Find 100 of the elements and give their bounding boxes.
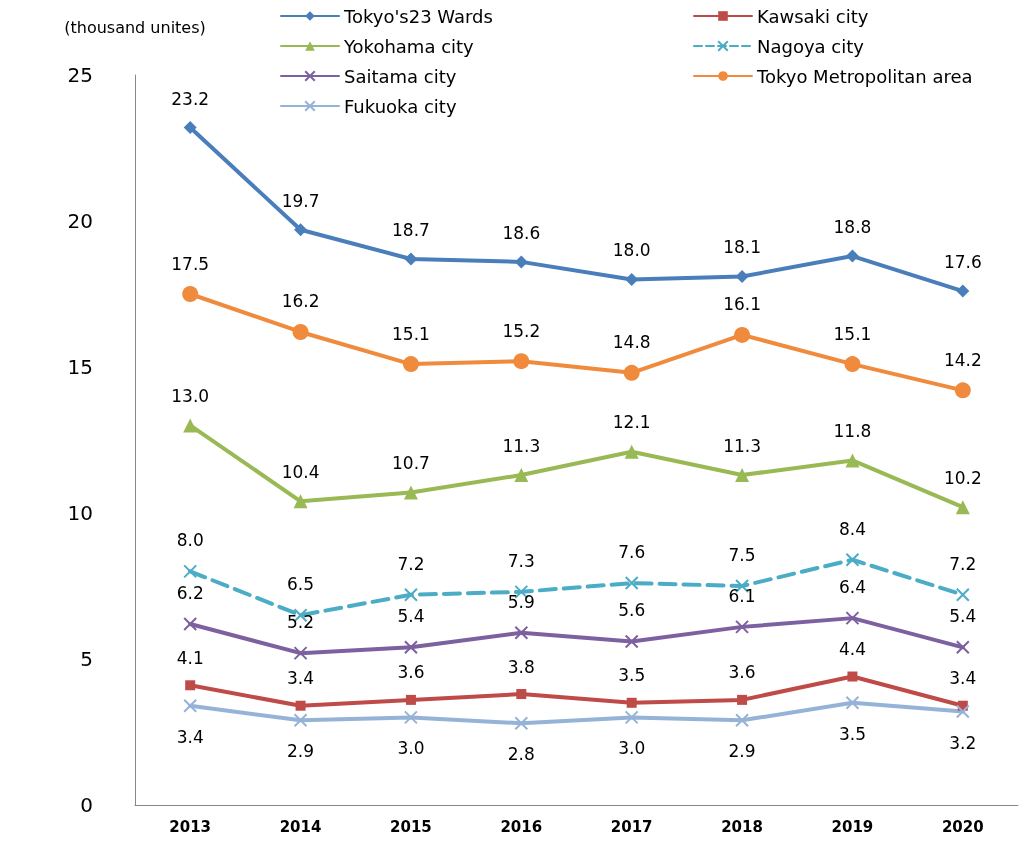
data-label: 3.5: [838, 723, 866, 744]
point: [292, 323, 309, 340]
data-label: 11.8: [833, 420, 872, 441]
point: [295, 700, 306, 711]
point: [735, 713, 750, 728]
point: [734, 326, 751, 343]
data-label: 18.1: [723, 237, 761, 258]
y-tick-label: 20: [67, 209, 93, 233]
point: [955, 500, 970, 515]
point: [845, 695, 860, 710]
point: [516, 689, 527, 700]
point: [625, 272, 639, 286]
data-label: 3.2: [949, 732, 977, 753]
data-label: 3.6: [397, 662, 425, 683]
point: [847, 671, 858, 682]
y-tick-label: 0: [80, 793, 93, 817]
data-label: 10.7: [392, 453, 430, 474]
point: [955, 587, 970, 602]
data-label: 6.5: [287, 574, 315, 595]
data-label: 3.8: [507, 656, 535, 677]
point: [955, 704, 970, 719]
point: [623, 364, 640, 381]
point: [513, 353, 530, 370]
data-label: 23.2: [171, 88, 210, 109]
data-label: 3.4: [287, 668, 315, 689]
point: [404, 252, 418, 266]
point: [626, 697, 637, 708]
data-label: 3.4: [949, 668, 977, 689]
data-label: 11.3: [502, 435, 541, 456]
point: [293, 713, 308, 728]
data-label: 17.5: [171, 253, 210, 274]
data-label: 2.9: [728, 741, 756, 762]
data-label: 18.6: [502, 222, 541, 243]
x-tick-label: 2015: [390, 817, 432, 836]
point: [403, 485, 418, 500]
data-label: 8.4: [838, 518, 866, 539]
data-label: 5.4: [949, 606, 977, 627]
data-label: 13.0: [171, 385, 210, 406]
data-label: 5.6: [618, 600, 646, 621]
data-label: 4.1: [176, 647, 204, 668]
point: [514, 716, 529, 731]
data-label: 18.0: [612, 240, 651, 261]
point: [293, 646, 308, 661]
point: [514, 468, 529, 483]
data-label: 10.2: [943, 467, 982, 488]
point: [182, 286, 199, 302]
legend-label: Tokyo Metropolitan area: [756, 65, 973, 87]
point: [403, 640, 418, 655]
point: [514, 255, 528, 269]
data-label: 7.3: [507, 550, 535, 571]
point: [954, 382, 971, 399]
data-label: 3.6: [728, 662, 756, 683]
point: [183, 418, 198, 433]
legend-label: Kawsaki city: [757, 5, 869, 27]
point: [735, 468, 750, 483]
point: [402, 356, 419, 373]
x-tick-label: 2014: [279, 817, 322, 836]
legend-label: Saitama city: [344, 65, 457, 87]
x-tick-label: 2013: [169, 817, 212, 836]
data-label: 2.9: [287, 741, 315, 762]
point: [293, 494, 308, 509]
data-label: 7.5: [728, 545, 756, 565]
y-tick-label: 15: [67, 355, 93, 379]
point: [405, 694, 416, 705]
point: [403, 710, 418, 725]
data-label: 6.4: [838, 577, 866, 598]
data-label: 17.6: [943, 252, 982, 273]
x-tick-label: 2020: [941, 817, 984, 836]
data-label: 14.2: [943, 349, 982, 370]
point: [955, 640, 970, 655]
data-label: 3.0: [618, 738, 646, 759]
data-label: 8.0: [176, 530, 204, 551]
data-label: 7.2: [949, 553, 977, 574]
data-label: 5.9: [507, 591, 535, 612]
y-axis-title: (thousand unites): [64, 17, 206, 37]
data-label: 7.6: [618, 542, 646, 563]
data-label: 5.4: [397, 606, 425, 627]
data-label: 15.1: [392, 323, 430, 344]
point: [844, 356, 861, 373]
point: [624, 444, 639, 459]
legend-label: Fukuoka city: [344, 95, 457, 117]
point: [735, 269, 749, 283]
y-tick-label: 10: [67, 501, 93, 525]
y-tick-label: 25: [67, 63, 93, 87]
x-tick-label: 2018: [721, 817, 763, 836]
point: [845, 249, 859, 263]
legend-label: Tokyo's23 Wards: [343, 5, 493, 27]
data-label: 19.7: [281, 190, 320, 211]
point: [845, 453, 860, 468]
point: [737, 694, 748, 705]
point: [185, 680, 196, 691]
data-label: 10.4: [281, 461, 320, 482]
point: [183, 121, 197, 135]
point: [624, 634, 639, 649]
data-label: 16.2: [281, 291, 320, 312]
point: [845, 552, 860, 567]
data-label: 3.5: [618, 665, 646, 686]
data-label: 11.3: [723, 435, 761, 456]
point: [624, 576, 639, 591]
data-label: 15.2: [502, 320, 541, 341]
